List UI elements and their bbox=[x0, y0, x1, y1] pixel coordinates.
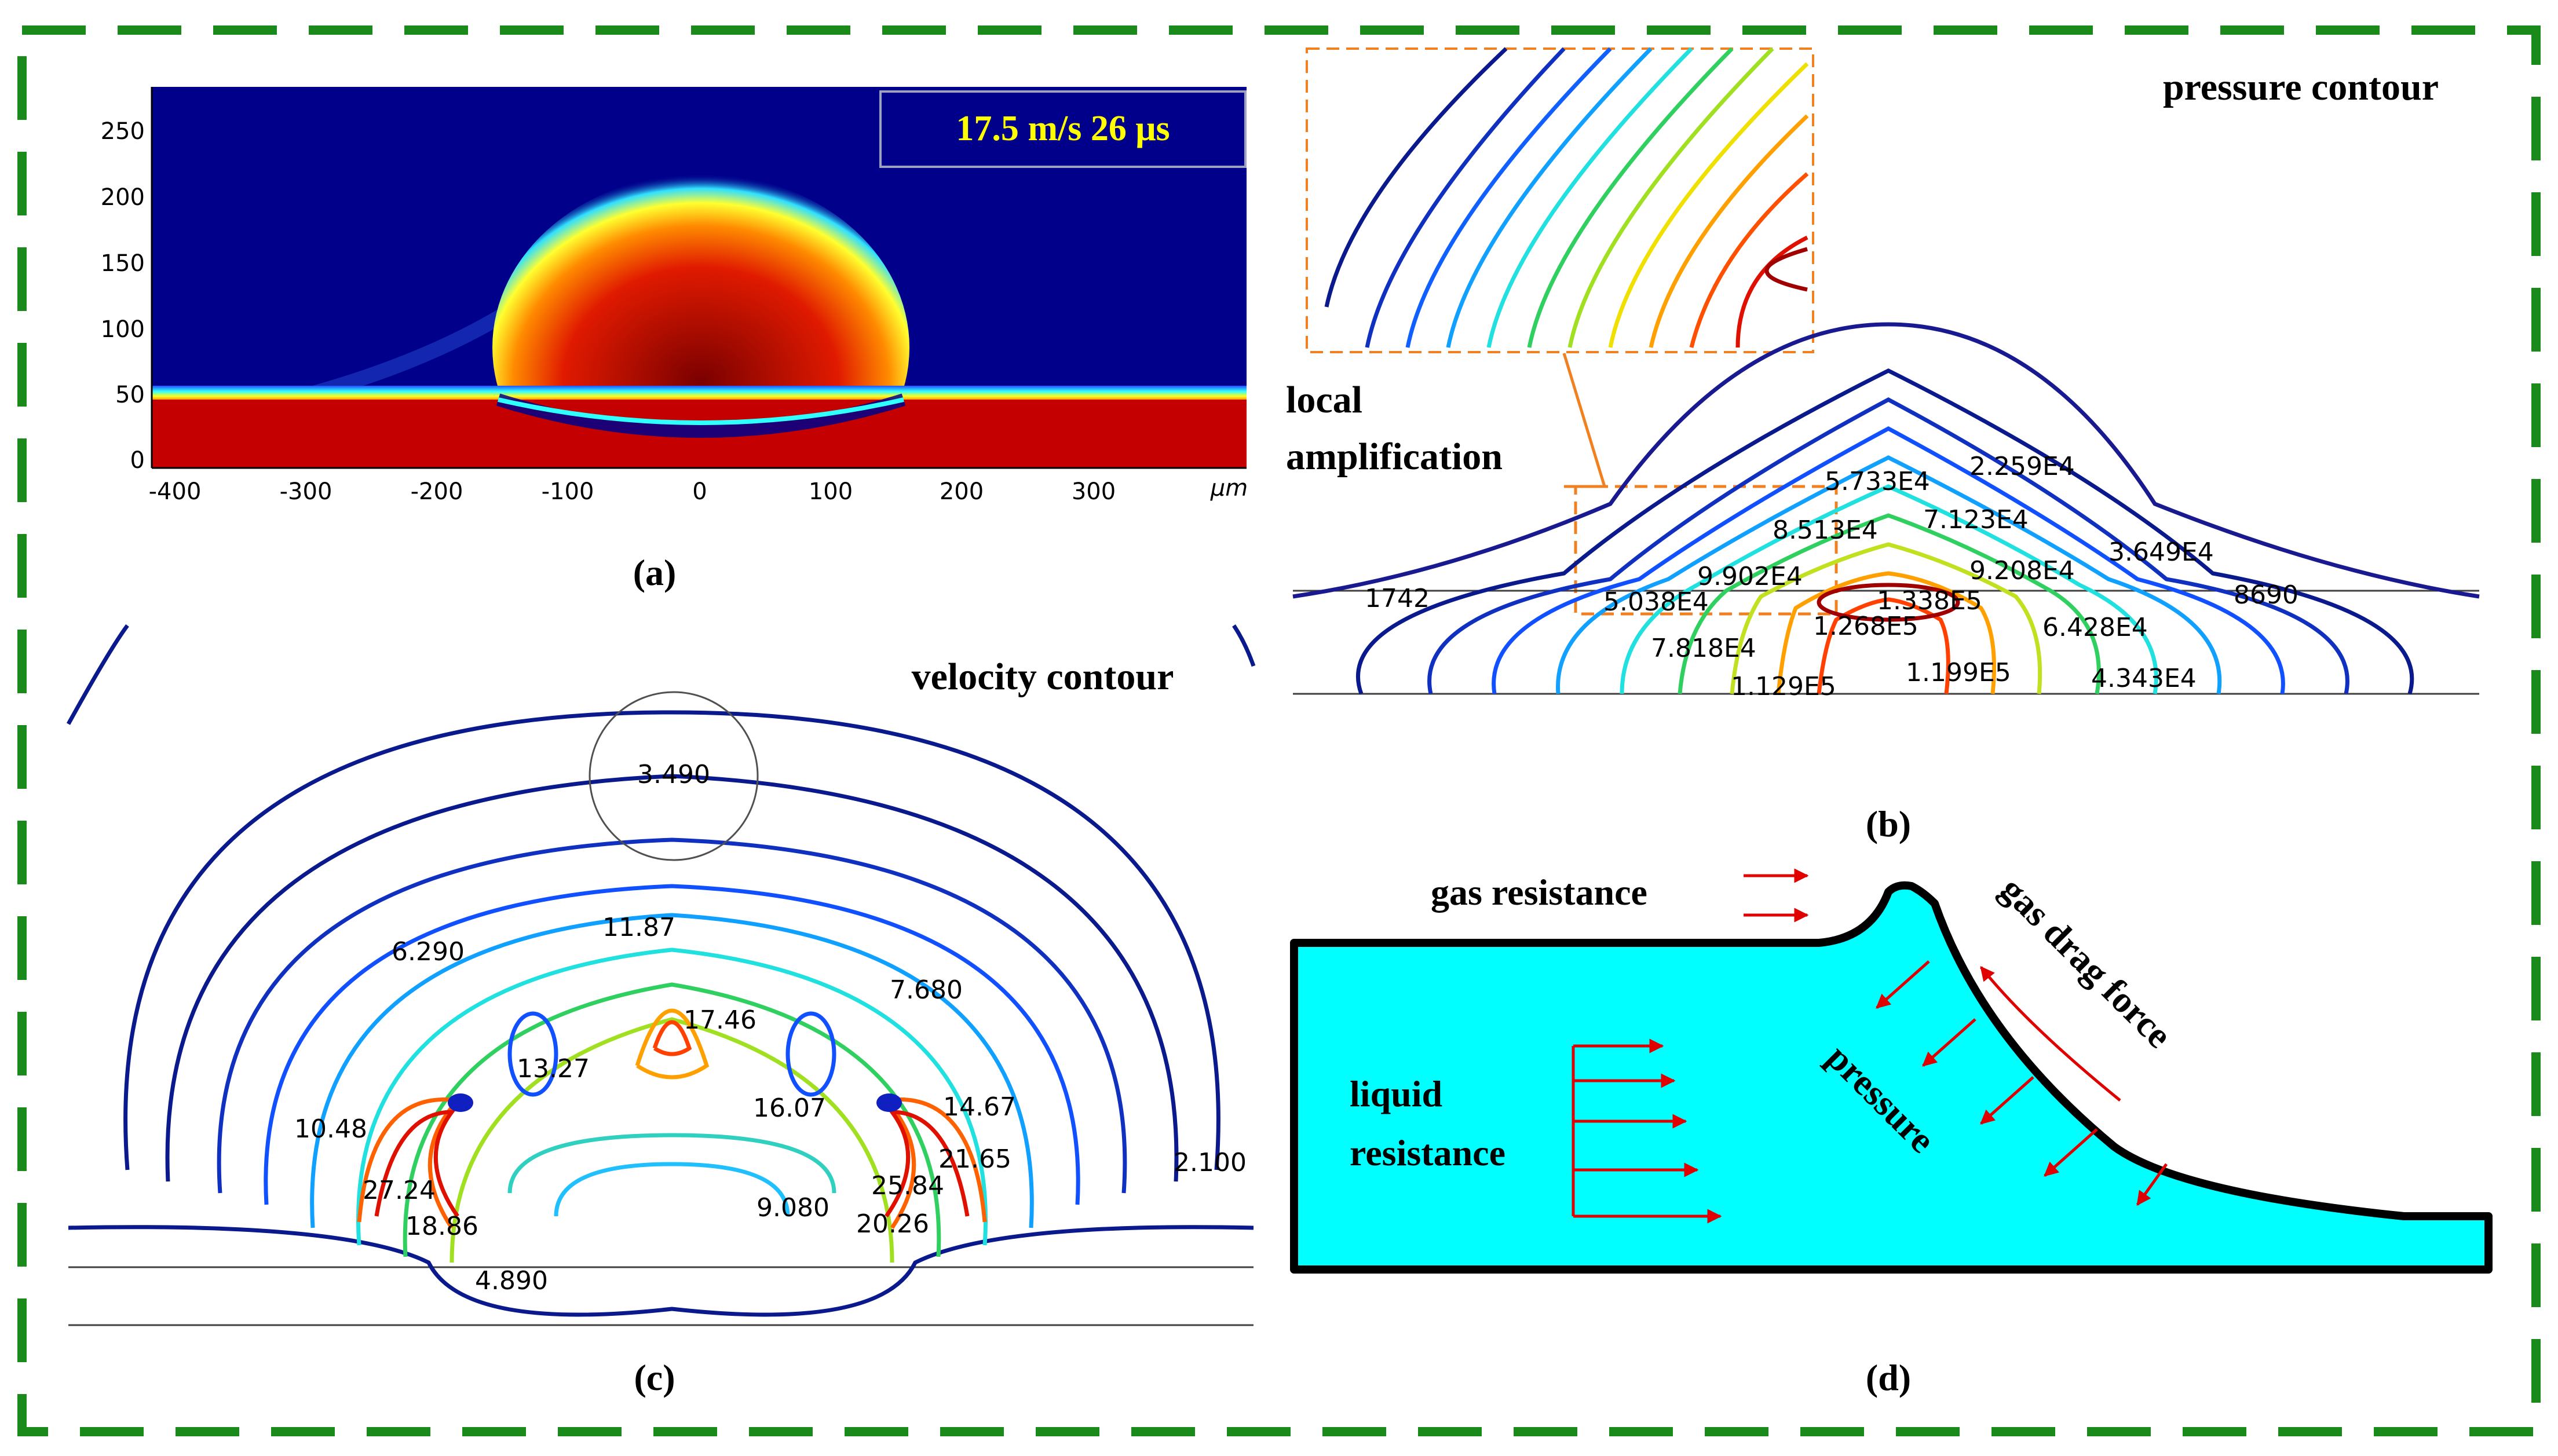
zoom-contours bbox=[1324, 47, 1809, 348]
contour-label: 8.513E4 bbox=[1773, 515, 1878, 545]
contour-label: 1.268E5 bbox=[1813, 612, 1919, 641]
pressure-arrows bbox=[1876, 960, 2168, 1206]
y-tick: 50 bbox=[115, 382, 145, 408]
dashed-frame bbox=[17, 25, 2541, 1436]
contour-label: 5.038E4 bbox=[1603, 587, 1709, 617]
contour-label: 3.649E4 bbox=[2108, 537, 2214, 567]
panel-a: 17.5 m/s 26 μs 0 50 100 150 200 250 -400… bbox=[101, 87, 1248, 593]
contour-label: 1.199E5 bbox=[1906, 658, 2011, 687]
x-tick: 100 bbox=[809, 478, 853, 505]
contour-label: 1.129E5 bbox=[1731, 672, 1836, 701]
panel-d: gas resistance gas drag force pressure l… bbox=[1290, 868, 2493, 1398]
drag-arrow bbox=[1980, 966, 2121, 1102]
caption-a: (a) bbox=[633, 552, 677, 593]
x-tick: -200 bbox=[411, 478, 463, 505]
contour-label: 9.080 bbox=[757, 1193, 829, 1223]
contour-label: 16.07 bbox=[753, 1093, 826, 1123]
liquid-resistance-arrows bbox=[1572, 1038, 1722, 1224]
contour-label: 20.26 bbox=[856, 1209, 929, 1239]
pressure-labels: 5.733E4 2.259E4 8.513E4 7.123E4 3.649E4 … bbox=[1365, 452, 2298, 701]
panel-b: pressure contour local amplification bbox=[1286, 47, 2480, 844]
contour-label: 2.259E4 bbox=[1969, 452, 2075, 481]
velocity-contours bbox=[66, 624, 1256, 1317]
velocity-title: velocity contour bbox=[912, 656, 1174, 698]
contour-label: 13.27 bbox=[517, 1054, 590, 1084]
contour-label: 6.290 bbox=[392, 937, 465, 967]
contour-label: 21.65 bbox=[938, 1144, 1011, 1174]
contour-label: 25.84 bbox=[871, 1171, 944, 1201]
film-interface bbox=[152, 386, 1247, 402]
gas-resistance-label: gas resistance bbox=[1431, 872, 1647, 913]
velocity-labels: 3.490 11.87 6.290 7.680 17.46 13.27 16.0… bbox=[294, 760, 1247, 1296]
x-tick: 200 bbox=[940, 478, 984, 505]
contour-label: 3.490 bbox=[637, 760, 710, 789]
liquid-label-1: liquid bbox=[1350, 1073, 1442, 1114]
zoom-box bbox=[1306, 47, 1814, 353]
x-tick: -300 bbox=[280, 478, 332, 505]
caption-c: (c) bbox=[634, 1357, 675, 1398]
contour-label: 9.208E4 bbox=[1969, 556, 2075, 586]
highlight-circle bbox=[589, 691, 759, 861]
panel-c: velocity contour bbox=[66, 624, 1256, 1398]
gas-resistance-arrows bbox=[1744, 868, 1809, 923]
case-annotation: 17.5 m/s 26 μs bbox=[956, 109, 1170, 148]
local-label-1: local bbox=[1286, 379, 1362, 421]
x-axis: -400 -300 -200 -100 0 100 200 300 μm bbox=[149, 467, 1248, 505]
caption-b: (b) bbox=[1866, 803, 1911, 844]
y-tick: 250 bbox=[101, 118, 145, 145]
contour-label: 5.733E4 bbox=[1825, 467, 1930, 496]
contour-label: 7.818E4 bbox=[1651, 634, 1756, 663]
y-tick: 200 bbox=[101, 184, 145, 211]
annotation-box bbox=[879, 90, 1247, 168]
contour-label: 4.343E4 bbox=[2091, 664, 2197, 693]
contour-label: 11.87 bbox=[602, 913, 675, 942]
y-tick: 0 bbox=[130, 447, 145, 474]
contour-label: 18.86 bbox=[405, 1212, 478, 1241]
contour-label: 10.48 bbox=[294, 1114, 367, 1144]
zoom-connector bbox=[1562, 353, 1607, 488]
contour-label: 7.680 bbox=[890, 975, 963, 1005]
contour-label: 8690 bbox=[2234, 580, 2298, 610]
local-label-2: amplification bbox=[1286, 436, 1503, 478]
contour-label: 2.100 bbox=[1174, 1148, 1247, 1177]
pressure-contours bbox=[1292, 322, 2480, 695]
contour-label: 27.24 bbox=[363, 1176, 436, 1205]
x-unit: μm bbox=[1210, 475, 1248, 502]
contour-label: 9.902E4 bbox=[1697, 562, 1803, 591]
y-tick: 150 bbox=[101, 250, 145, 277]
contour-label: 6.428E4 bbox=[2042, 613, 2148, 642]
liquid-label-2: resistance bbox=[1350, 1132, 1505, 1173]
contour-label: 17.46 bbox=[684, 1005, 757, 1035]
y-tick: 100 bbox=[101, 316, 145, 343]
pressure-title: pressure contour bbox=[2163, 66, 2439, 108]
droplet-dome bbox=[492, 174, 909, 468]
caption-d: (d) bbox=[1866, 1357, 1911, 1398]
y-axis: 0 50 100 150 200 250 bbox=[101, 87, 153, 474]
x-tick: -100 bbox=[542, 478, 594, 505]
x-tick: -400 bbox=[149, 478, 202, 505]
x-tick: 0 bbox=[692, 478, 707, 505]
contour-label: 4.890 bbox=[475, 1266, 548, 1296]
gas-drag-force-label: gas drag force bbox=[1993, 869, 2180, 1056]
contour-label: 14.67 bbox=[943, 1092, 1016, 1122]
liquid-profile bbox=[1290, 881, 2493, 1274]
x-tick: 300 bbox=[1072, 478, 1116, 505]
contour-label: 7.123E4 bbox=[1923, 505, 2029, 535]
contour-label: 1742 bbox=[1365, 584, 1430, 613]
contour-label: 1.338E5 bbox=[1877, 586, 1982, 616]
